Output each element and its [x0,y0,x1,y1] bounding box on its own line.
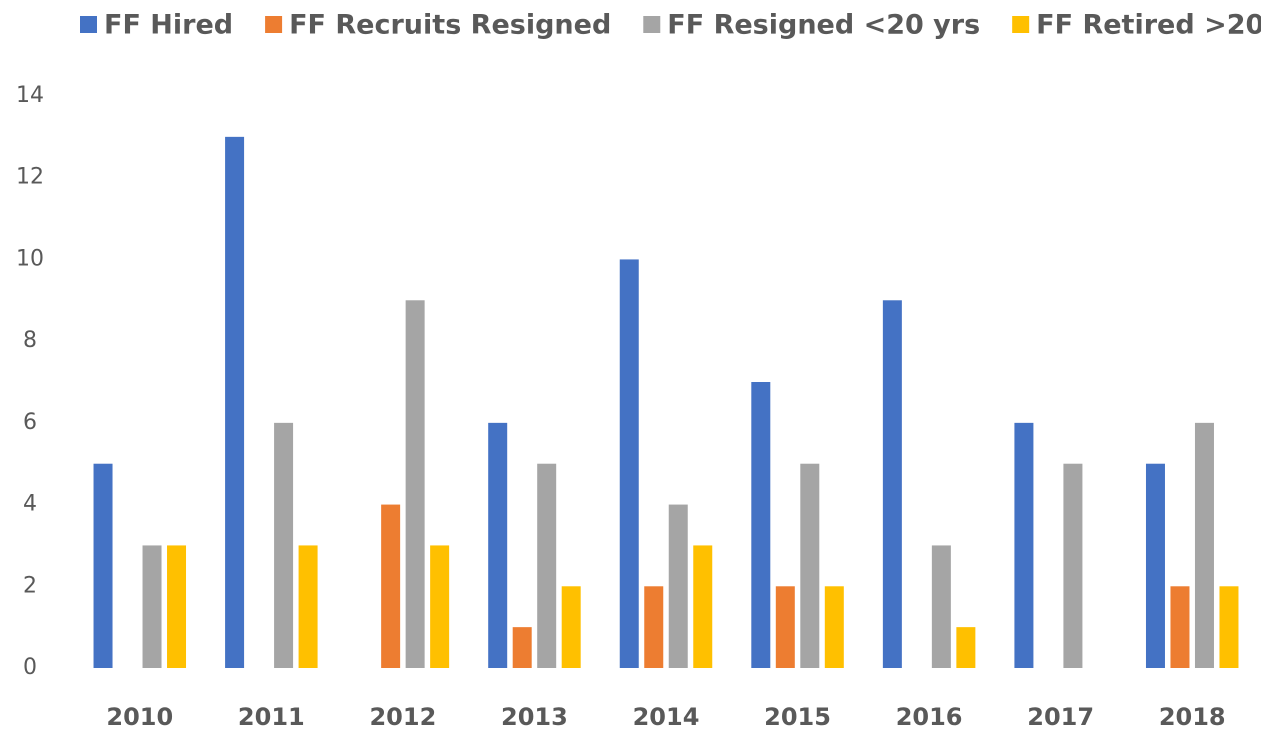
y-tick-label: 6 [23,410,37,435]
bar [1014,422,1034,668]
x-tick-label: 2013 [501,703,568,731]
bar [956,627,976,668]
legend-swatch [643,16,661,33]
bar [693,545,713,668]
legend-swatch [1012,16,1030,33]
x-tick-label: 2012 [369,703,436,731]
x-tick-label: 2016 [896,703,963,731]
legend-swatch [265,16,283,33]
legend-label: FF Retired >20 [1036,10,1261,41]
bar [644,586,664,668]
x-tick-label: 2017 [1027,703,1094,731]
legend-swatch [80,16,97,33]
y-tick-label: 2 [23,573,37,598]
bar [225,136,245,668]
bar [882,300,902,668]
legend-label: FF Hired [104,10,233,41]
bar [488,422,508,668]
bar [775,586,795,668]
legend: FF Hired FF Recruits Resigned FF Resigned … [80,10,1261,41]
bar [405,300,425,668]
y-tick-label: 12 [16,165,44,190]
x-tick-label: 2011 [238,703,305,731]
bar [561,586,581,668]
legend-label: FF Resigned <20 yrs [667,10,980,41]
bar [800,463,820,668]
legend-label: FF Recruits Resigned [289,10,611,41]
bar [668,504,688,668]
bar [298,545,318,668]
y-tick-label: 4 [23,492,37,517]
x-tick-label: 2015 [764,703,831,731]
bar [1145,463,1165,668]
bar [751,382,771,668]
bar [1219,586,1239,668]
bar [430,545,450,668]
bar [931,545,951,668]
bar [93,463,113,668]
bar [1194,422,1214,668]
bar [619,259,639,668]
bar [167,545,187,668]
bar [824,586,844,668]
bar [274,422,294,668]
bar [512,627,532,668]
y-tick-label: 14 [16,83,44,108]
bar [381,504,401,668]
y-tick-label: 8 [23,328,37,353]
y-tick-label: 10 [16,246,44,271]
bar [1170,586,1190,668]
x-tick-label: 2010 [106,703,173,731]
y-tick-label: 0 [23,655,37,680]
bar [1063,463,1083,668]
x-tick-label: 2014 [633,703,700,731]
x-tick-label: 2018 [1159,703,1226,731]
bar [142,545,162,668]
bar [537,463,557,668]
